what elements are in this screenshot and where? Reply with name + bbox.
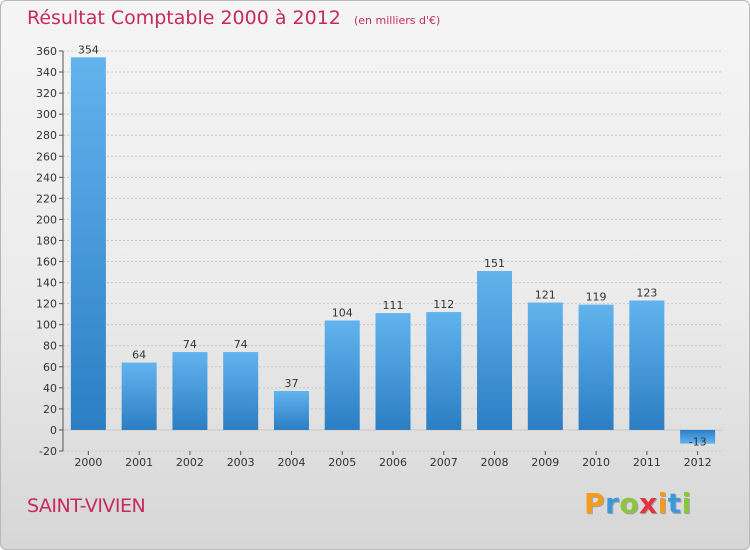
bar-2008 bbox=[477, 271, 513, 430]
y-tick-label: 140 bbox=[36, 277, 57, 290]
value-label-2012: -13 bbox=[689, 436, 707, 449]
value-label-2003: 74 bbox=[234, 338, 248, 351]
value-label-2010: 119 bbox=[586, 291, 607, 304]
town-name: SAINT-VIVIEN bbox=[27, 495, 146, 517]
logo-letter: r bbox=[605, 487, 620, 520]
value-labels: 354 64 74 74 37 104 111 112 151 121 119 123 -13 bbox=[78, 43, 707, 448]
logo-letter: x bbox=[639, 487, 658, 520]
logo-letter: o bbox=[619, 487, 640, 520]
y-tick-labels: -20 0 20 40 60 80 100 120 140 160 180 200 220 240 260 2… bbox=[36, 45, 57, 458]
x-tick-label-2003: 2003 bbox=[227, 456, 255, 469]
x-tick-label-2004: 2004 bbox=[277, 456, 305, 469]
logo-letter: i bbox=[657, 487, 668, 520]
value-label-2007: 112 bbox=[433, 298, 454, 311]
y-tick-label: 20 bbox=[43, 403, 57, 416]
y-tick-label: 220 bbox=[36, 192, 57, 205]
x-tick-label-2010: 2010 bbox=[582, 456, 610, 469]
y-tick-label: 320 bbox=[36, 87, 57, 100]
bar-2004 bbox=[273, 391, 309, 430]
x-tick-label-2002: 2002 bbox=[176, 456, 204, 469]
x-tick-labels: 2000 2001 2002 2003 2004 2005 2006 2007 2008 2009… bbox=[74, 456, 711, 469]
y-tick-label: 60 bbox=[43, 361, 57, 374]
bar-2011 bbox=[629, 300, 665, 430]
y-tick-label: 180 bbox=[36, 234, 57, 247]
y-tick-label: 280 bbox=[36, 129, 57, 142]
value-label-2005: 104 bbox=[332, 306, 353, 319]
bar-2001 bbox=[121, 362, 157, 430]
logo-letter: i bbox=[681, 487, 692, 520]
y-tick-label: 260 bbox=[36, 150, 57, 163]
chart-subtitle: (en milliers d'€) bbox=[353, 14, 441, 27]
bar-2007 bbox=[426, 312, 462, 430]
value-label-2002: 74 bbox=[183, 338, 197, 351]
x-tick-label-2005: 2005 bbox=[328, 456, 356, 469]
bar-2000 bbox=[70, 57, 106, 430]
y-tick-label: 240 bbox=[36, 171, 57, 184]
title-row: Résultat Comptable 2000 à 2012 (en milli… bbox=[27, 7, 440, 29]
x-tick-label-2007: 2007 bbox=[430, 456, 458, 469]
value-label-2009: 121 bbox=[535, 289, 556, 302]
x-tick-label-2011: 2011 bbox=[633, 456, 661, 469]
y-tick-label: 360 bbox=[36, 45, 57, 58]
logo-letter: P bbox=[584, 487, 606, 520]
value-label-2011: 123 bbox=[636, 286, 657, 299]
x-tick-label-2000: 2000 bbox=[74, 456, 102, 469]
y-tick-label: 300 bbox=[36, 108, 57, 121]
x-tick-label-2012: 2012 bbox=[684, 456, 712, 469]
axes bbox=[59, 50, 699, 455]
y-tick-label: 200 bbox=[36, 213, 57, 226]
x-tick-label-2008: 2008 bbox=[481, 456, 509, 469]
x-tick-label-2006: 2006 bbox=[379, 456, 407, 469]
value-label-2001: 64 bbox=[132, 349, 146, 362]
bar-2003 bbox=[223, 352, 259, 430]
chart-title: Résultat Comptable 2000 à 2012 bbox=[27, 7, 341, 29]
bar-2006 bbox=[375, 313, 411, 430]
bars bbox=[70, 57, 716, 444]
bar-2012 bbox=[680, 429, 716, 444]
value-label-2006: 111 bbox=[383, 299, 404, 312]
y-tick-label: 120 bbox=[36, 298, 57, 311]
y-tick-label: 160 bbox=[36, 256, 57, 269]
y-tick-label: 80 bbox=[43, 340, 57, 353]
bar-2002 bbox=[172, 352, 208, 430]
value-label-2000: 354 bbox=[78, 43, 99, 56]
y-tick-label: 100 bbox=[36, 319, 57, 332]
value-label-2008: 151 bbox=[484, 257, 505, 270]
proxiti-logo: Proxiti bbox=[584, 487, 692, 520]
y-tick-label: 340 bbox=[36, 66, 57, 79]
y-tick-label: 0 bbox=[50, 424, 57, 437]
y-tick-label: -20 bbox=[39, 445, 57, 458]
value-label-2004: 37 bbox=[284, 377, 298, 390]
logo-letter: t bbox=[667, 487, 682, 520]
x-tick-label-2009: 2009 bbox=[531, 456, 559, 469]
bar-2005 bbox=[324, 320, 360, 430]
y-tick-label: 40 bbox=[43, 382, 57, 395]
x-tick-label-2001: 2001 bbox=[125, 456, 153, 469]
bar-2010 bbox=[578, 304, 614, 430]
bar-2009 bbox=[527, 302, 563, 430]
